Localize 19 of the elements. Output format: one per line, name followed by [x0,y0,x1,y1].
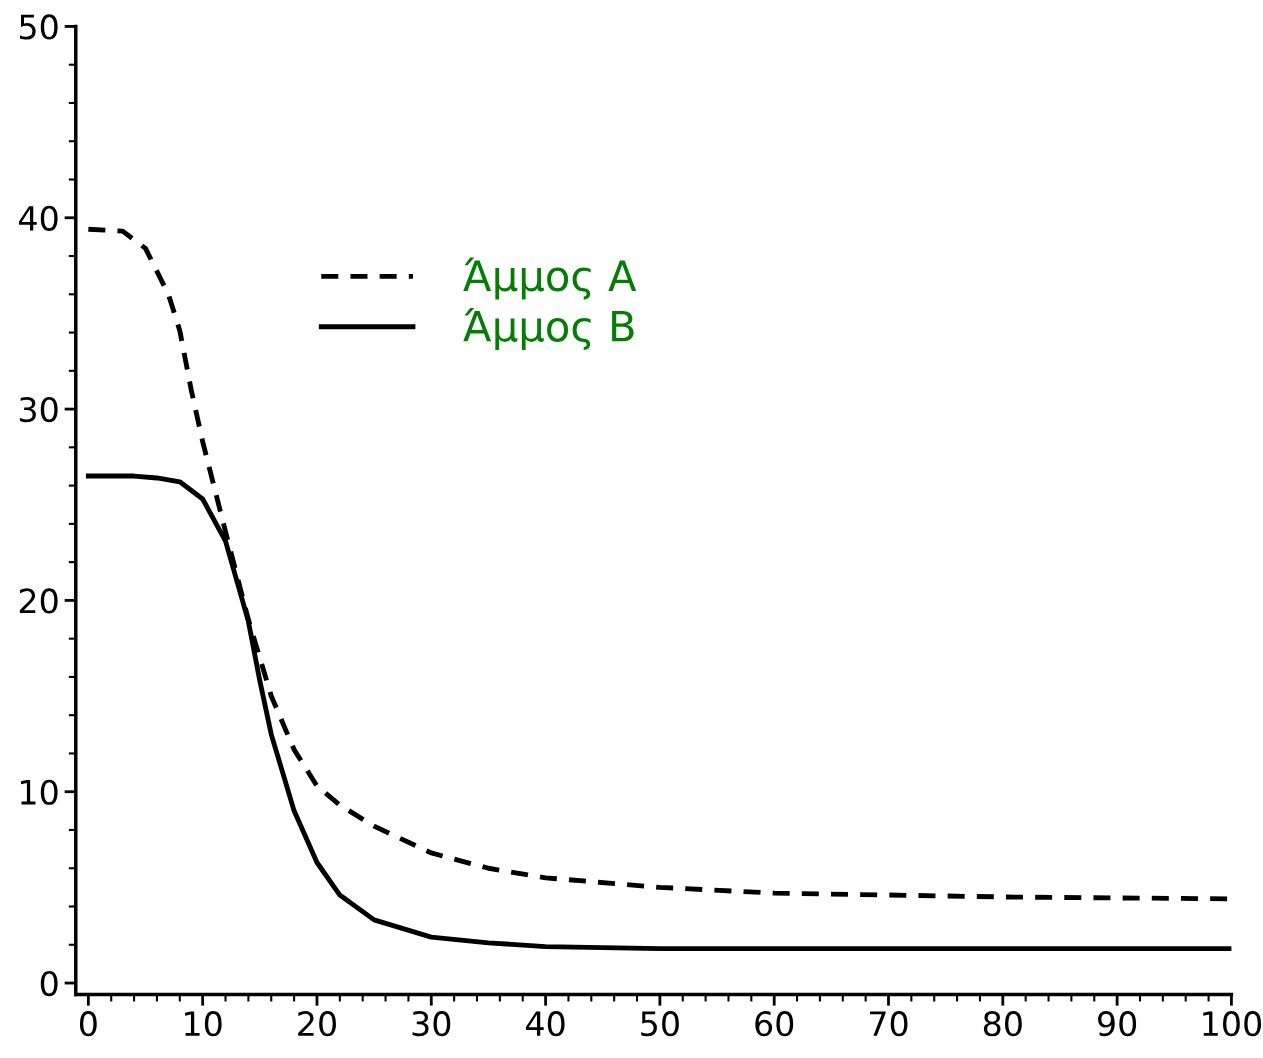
y-tick-label: 50 [19,14,58,40]
x-tick-label: 80 [983,1011,1022,1037]
y-tick-label: 20 [19,588,58,614]
y-tick-label: 0 [40,970,58,997]
legend-label: Άμμος Β [463,307,634,351]
x-tick-label: 0 [79,1011,97,1037]
x-tick-label: 100 [1203,1011,1262,1037]
x-tick-label: 50 [641,1011,679,1037]
y-tick-label: 40 [19,205,58,231]
legend-label: Άμμος Α [463,257,637,300]
x-tick-label: 90 [1098,1011,1137,1037]
x-tick-label: 40 [526,1011,565,1037]
y-tick-label: 30 [19,397,58,423]
y-tick-label: 10 [21,779,58,805]
x-tick-label: 60 [755,1011,794,1037]
x-tick-label: 10 [185,1011,222,1037]
x-tick-label: 20 [298,1011,336,1037]
x-tick-label: 30 [412,1011,451,1037]
x-tick-label: 70 [870,1011,908,1037]
